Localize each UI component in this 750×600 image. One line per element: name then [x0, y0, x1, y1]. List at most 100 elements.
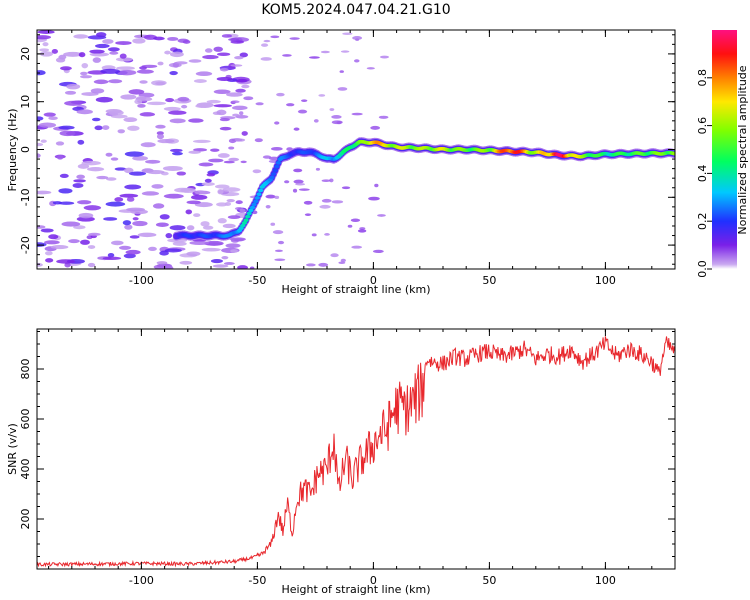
noise-blob [76, 109, 93, 115]
noise-blob [58, 201, 75, 205]
noise-blob [40, 139, 47, 143]
noise-blob [240, 160, 247, 164]
noise-blob [204, 48, 213, 53]
noise-blob [118, 245, 132, 250]
noise-blob [270, 35, 280, 39]
noise-blob [313, 119, 319, 123]
noise-blob [123, 167, 134, 174]
noise-blob [77, 139, 85, 145]
noise-blob [37, 242, 47, 247]
noise-blob [129, 235, 140, 239]
noise-blob [169, 225, 186, 231]
noise-blob [289, 37, 300, 40]
noise-blob [206, 99, 221, 104]
snr-series-line [37, 336, 675, 568]
noise-blob [169, 70, 178, 76]
noise-blob [352, 35, 363, 40]
noise-blob [162, 165, 183, 172]
noise-blob [236, 78, 248, 83]
noise-blob [114, 197, 124, 202]
noise-blob [274, 121, 280, 125]
noise-blob [182, 39, 191, 44]
noise-blob [169, 118, 186, 124]
noise-blob [297, 109, 308, 114]
noise-blob [165, 98, 175, 103]
noise-blob [64, 262, 71, 268]
spectrogram-y-axis-label: Frequency (Hz) [6, 109, 19, 192]
noise-blob [235, 88, 246, 93]
noise-blob [139, 112, 156, 117]
colorbar-tick-label: 0.6 [696, 117, 709, 135]
noise-blob [331, 115, 342, 119]
noise-blob [226, 92, 243, 97]
noise-blob [79, 75, 93, 79]
noise-blob [111, 240, 124, 246]
noise-blob [185, 209, 193, 215]
noise-blob [94, 125, 103, 131]
noise-blob [61, 221, 81, 227]
noise-blob [239, 52, 248, 58]
spectrogram-ridge [172, 137, 675, 241]
noise-blob [146, 169, 165, 175]
noise-blob [110, 157, 119, 161]
noise-blob [157, 61, 164, 66]
noise-blob [171, 151, 183, 156]
noise-blob [193, 79, 207, 83]
noise-blob [66, 83, 81, 90]
noise-blob [56, 155, 64, 160]
noise-blob [301, 99, 308, 102]
noise-blob [95, 43, 110, 49]
noise-blob [200, 221, 210, 227]
noise-blob [55, 141, 65, 146]
noise-blob [124, 224, 133, 230]
noise-blob [177, 96, 190, 102]
y-tick-label: -10 [19, 188, 32, 206]
snr-background [37, 329, 675, 569]
noise-blob [164, 50, 171, 55]
noise-blob [347, 224, 353, 228]
noise-blob [204, 240, 224, 246]
x-tick-label: -50 [248, 574, 266, 587]
noise-blob [216, 52, 231, 57]
noise-blob [276, 92, 285, 97]
noise-blob [217, 153, 230, 158]
spectrogram-frame [36, 29, 676, 270]
snr-line-group [37, 336, 675, 568]
noise-blob [350, 218, 361, 223]
noise-blob [339, 70, 344, 73]
noise-blob [73, 34, 89, 39]
noise-blob [119, 193, 139, 198]
noise-blob [107, 253, 115, 258]
noise-blob [120, 94, 137, 100]
noise-blob [105, 201, 126, 207]
noise-blob [202, 225, 214, 230]
x-tick-label: 50 [482, 274, 496, 287]
noise-blob [368, 196, 380, 201]
noise-blob [55, 57, 66, 63]
noise-blob [146, 101, 167, 106]
noise-blob [378, 115, 389, 119]
noise-blob [115, 57, 133, 62]
noise-blob [274, 195, 280, 200]
noise-blob [293, 179, 304, 184]
noise-blob [56, 259, 76, 264]
noise-blob [186, 251, 201, 257]
noise-blob [125, 249, 141, 255]
y-tick-label: 0 [19, 146, 32, 153]
noise-blob [155, 222, 169, 227]
noise-blob [340, 50, 350, 53]
noise-blob [93, 79, 109, 85]
noise-blob [241, 131, 248, 136]
noise-blob [151, 184, 164, 189]
noise-blob [198, 162, 214, 167]
noise-blob [239, 111, 244, 116]
colorbar: 0.0 0.2 0.4 0.6 0.8 Normalized spectral ampl… [696, 30, 749, 278]
colorbar-label: Normalized spectral amplitude [736, 65, 749, 234]
noise-blob [44, 251, 53, 256]
noise-blob [159, 250, 169, 256]
y-tick-label: 800 [19, 359, 32, 380]
figure-title: KOM5.2024.047.04.21.G10 [261, 2, 450, 18]
noise-blob [232, 113, 240, 117]
noise-blob [87, 262, 96, 268]
